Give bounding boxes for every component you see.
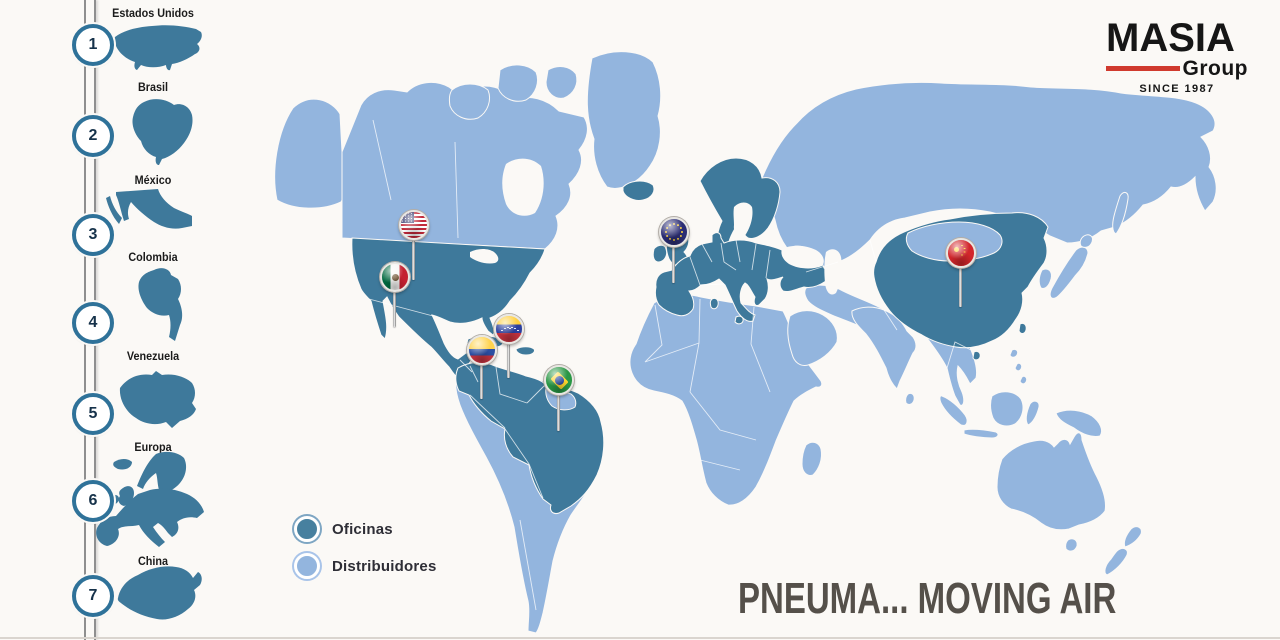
pin-stick xyxy=(392,276,396,327)
sidebar-item-label-venezuela: Venezuela xyxy=(126,351,180,363)
pin-stick xyxy=(479,349,483,399)
offices-color-swatch xyxy=(294,516,320,542)
colombia-silhouette xyxy=(138,268,183,341)
pin-stick xyxy=(506,328,510,378)
legend-item-oficinas: Oficinas xyxy=(294,516,436,542)
sidebar-step-4: 4 xyxy=(72,302,114,344)
logo-title: MASIA xyxy=(1106,16,1235,60)
pin-china[interactable] xyxy=(945,237,976,307)
pin-stick xyxy=(958,252,962,307)
china-flag-icon xyxy=(946,238,976,268)
sidebar-step-6: 6 xyxy=(72,480,114,522)
masia-group-logo: MASIA Group SINCE 1987 xyxy=(1106,16,1248,95)
colombia-flag-icon xyxy=(467,335,497,365)
sidebar-step-3: 3 xyxy=(72,214,114,256)
pin-estados-unidos[interactable] xyxy=(398,209,429,280)
map-legend: Oficinas Distribuidores xyxy=(294,516,436,590)
sidebar-step-2: 2 xyxy=(72,115,114,157)
logo-subtitle: Group xyxy=(1182,56,1248,80)
country-borders xyxy=(368,119,972,611)
sidebar-step-1: 1 xyxy=(72,24,114,66)
pin-stick xyxy=(671,231,675,283)
pin-stick xyxy=(556,379,560,431)
pin-europa[interactable] xyxy=(658,216,689,283)
venezuela-silhouette xyxy=(119,371,196,428)
sidebar-item-label-colombia: Colombia xyxy=(128,252,178,264)
sidebar-step-7: 7 xyxy=(72,575,114,617)
logo-since: SINCE 1987 xyxy=(1139,82,1215,95)
brazil-flag-icon xyxy=(544,365,574,395)
sea-lakes xyxy=(470,158,842,295)
mexico-flag-icon xyxy=(380,262,410,292)
legend-item-distribuidores: Distribuidores xyxy=(294,553,436,579)
legend-label: Oficinas xyxy=(332,520,393,538)
usa-silhouette xyxy=(114,25,202,71)
pin-mexico[interactable] xyxy=(379,261,410,327)
sidebar-item-label-europa: Europa xyxy=(134,442,172,454)
eu-flag-icon xyxy=(659,217,689,247)
pin-brasil[interactable] xyxy=(543,364,574,431)
brazil-silhouette xyxy=(132,99,193,165)
pin-venezuela[interactable] xyxy=(493,313,524,378)
sidebar-item-label-mexico: México xyxy=(134,175,172,187)
sidebar-step-5: 5 xyxy=(72,393,114,435)
mexico-silhouette xyxy=(106,189,192,229)
distributors-color-swatch xyxy=(294,553,320,579)
europe-silhouette xyxy=(96,451,204,547)
china-silhouette xyxy=(117,566,202,620)
logo-red-rule xyxy=(1106,65,1180,71)
bottom-rule xyxy=(0,637,1280,639)
tagline: PNEUMA... MOVING AIR xyxy=(738,574,1117,623)
sidebar-item-label-china: China xyxy=(137,556,169,568)
sidebar-item-label-brasil: Brasil xyxy=(137,82,169,94)
legend-label: Distribuidores xyxy=(332,557,437,575)
venezuela-flag-icon xyxy=(494,314,524,344)
usa-flag-icon xyxy=(399,210,429,240)
pin-stick xyxy=(411,224,415,280)
sidebar-item-label-usa: Estados Unidos xyxy=(112,8,194,20)
pin-colombia[interactable] xyxy=(466,334,497,399)
